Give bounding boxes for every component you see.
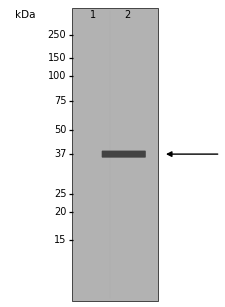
Text: 15: 15 xyxy=(54,235,66,245)
Text: 1: 1 xyxy=(90,10,97,20)
Text: 37: 37 xyxy=(54,149,66,159)
Bar xyxy=(72,8,158,301)
Text: 100: 100 xyxy=(48,71,66,81)
Text: 250: 250 xyxy=(48,30,66,40)
Text: kDa: kDa xyxy=(16,10,36,20)
Text: 2: 2 xyxy=(124,10,130,20)
FancyBboxPatch shape xyxy=(102,151,146,158)
Text: 25: 25 xyxy=(54,189,66,199)
Text: 150: 150 xyxy=(48,53,66,63)
Text: 50: 50 xyxy=(54,125,66,134)
Text: 20: 20 xyxy=(54,208,66,217)
Text: 75: 75 xyxy=(54,96,66,106)
